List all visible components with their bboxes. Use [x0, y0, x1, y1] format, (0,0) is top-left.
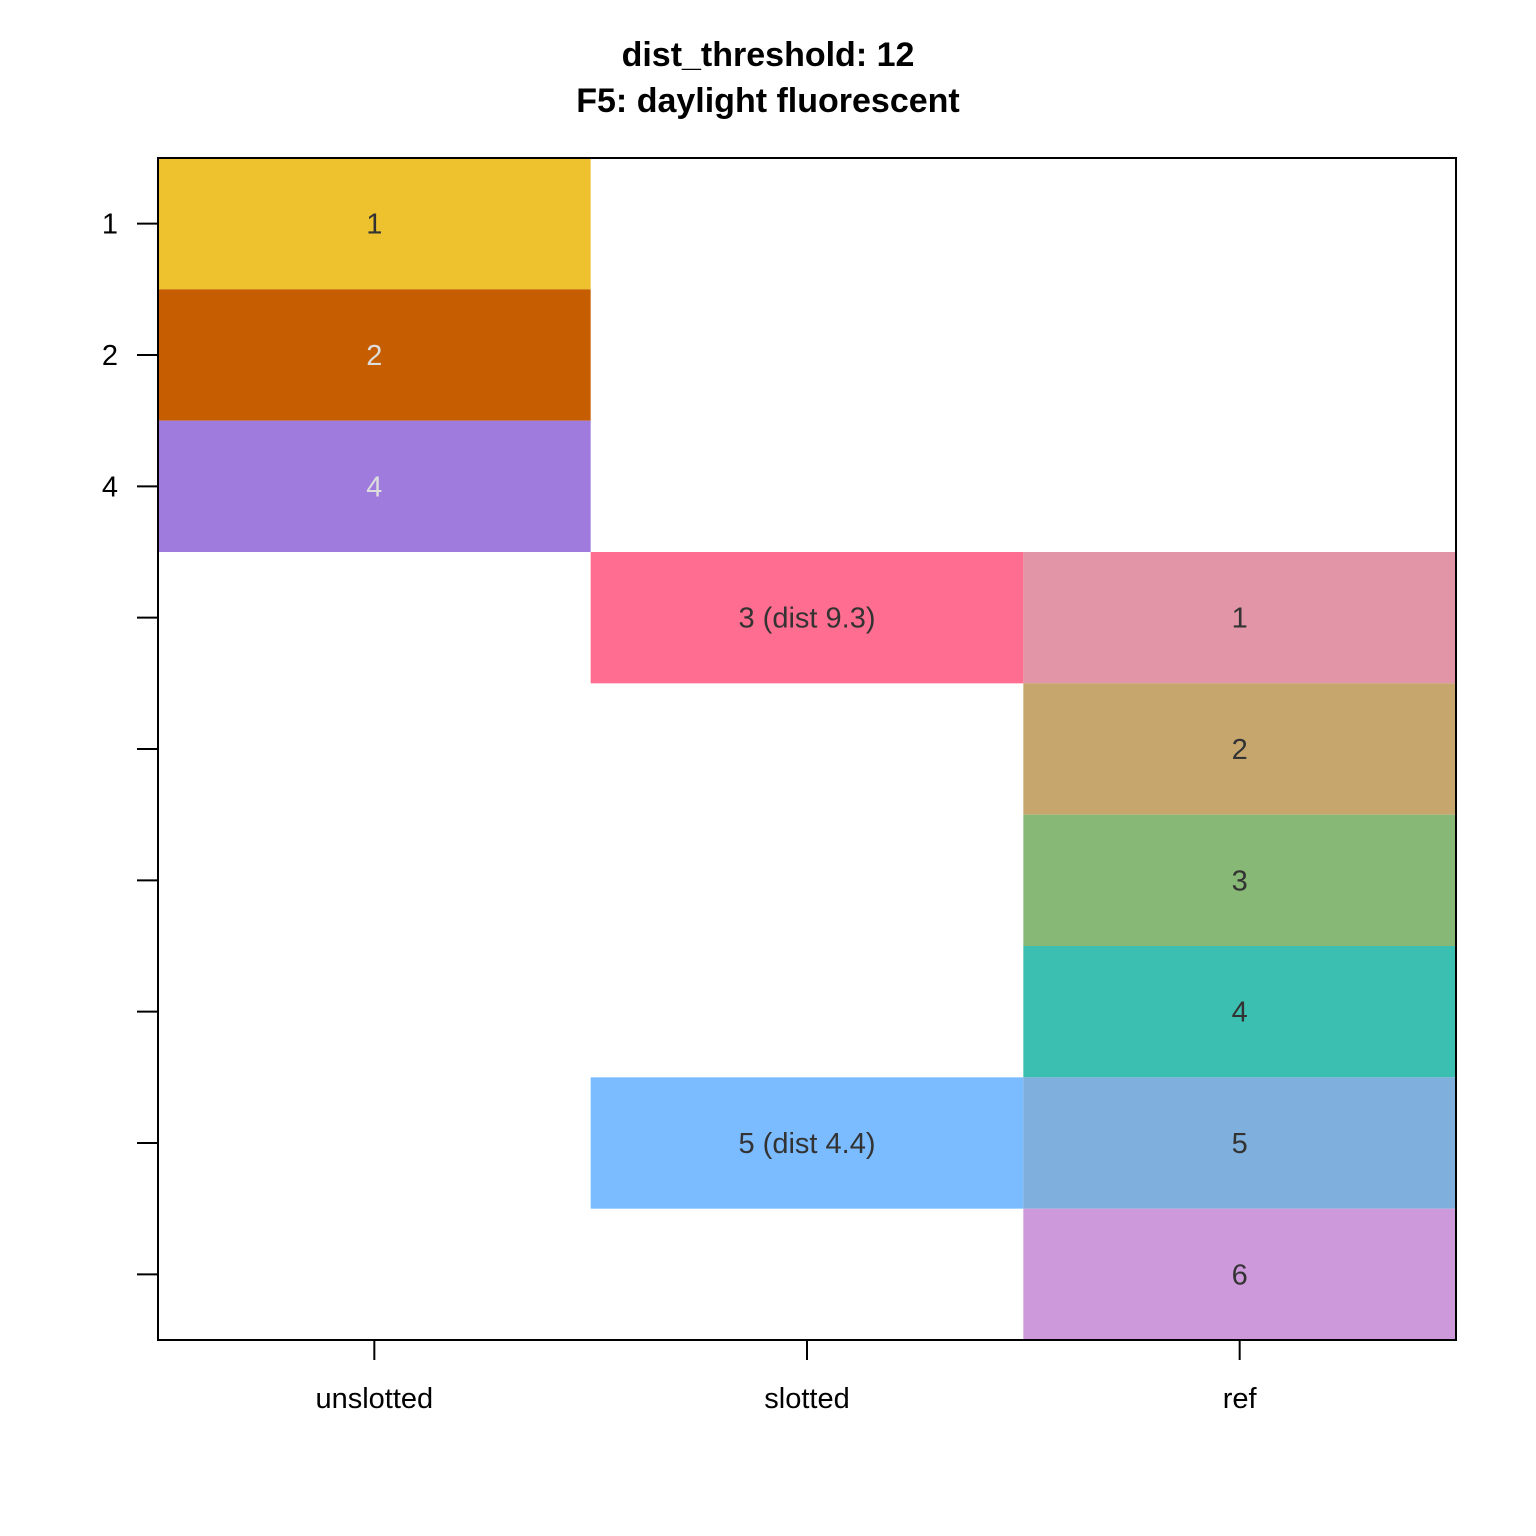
- chart-subtitle: F5: daylight fluorescent: [576, 82, 960, 120]
- cell-label: 1: [366, 209, 382, 241]
- y-tick-label: 4: [102, 471, 118, 503]
- y-tick-label: 2: [102, 340, 118, 372]
- cell-rect: [1023, 814, 1456, 946]
- x-tick-label: slotted: [764, 1383, 849, 1415]
- y-tick-label: 1: [102, 209, 118, 241]
- cell-label: 4: [366, 471, 382, 503]
- cell-rect: [590, 552, 1024, 684]
- cell-label: 2: [366, 340, 382, 372]
- cell-label: 4: [1232, 997, 1248, 1029]
- cell-rect: [1023, 1077, 1456, 1209]
- cell-rect: [1023, 946, 1456, 1078]
- cell-label: 2: [1232, 734, 1248, 766]
- cell-rect: [1023, 1208, 1456, 1340]
- x-tick-label: ref: [1223, 1383, 1258, 1415]
- x-tick-label: unslotted: [315, 1383, 433, 1415]
- cell-label: 1: [1232, 603, 1248, 635]
- cell-rect: [158, 158, 591, 290]
- cell-label: 3: [1232, 865, 1248, 897]
- cell-label: 3 (dist 9.3): [739, 603, 876, 635]
- cell-rect: [1023, 683, 1456, 815]
- cell-rect: [590, 1077, 1024, 1209]
- cell-rect: [158, 420, 591, 552]
- cell-label: 6: [1232, 1259, 1248, 1291]
- cell-label: 5: [1232, 1128, 1248, 1160]
- chart-title: dist_threshold: 12: [621, 36, 915, 74]
- cell-rect: [1023, 552, 1456, 684]
- cell-label: 5 (dist 4.4): [739, 1128, 876, 1160]
- cell-rect: [158, 289, 591, 421]
